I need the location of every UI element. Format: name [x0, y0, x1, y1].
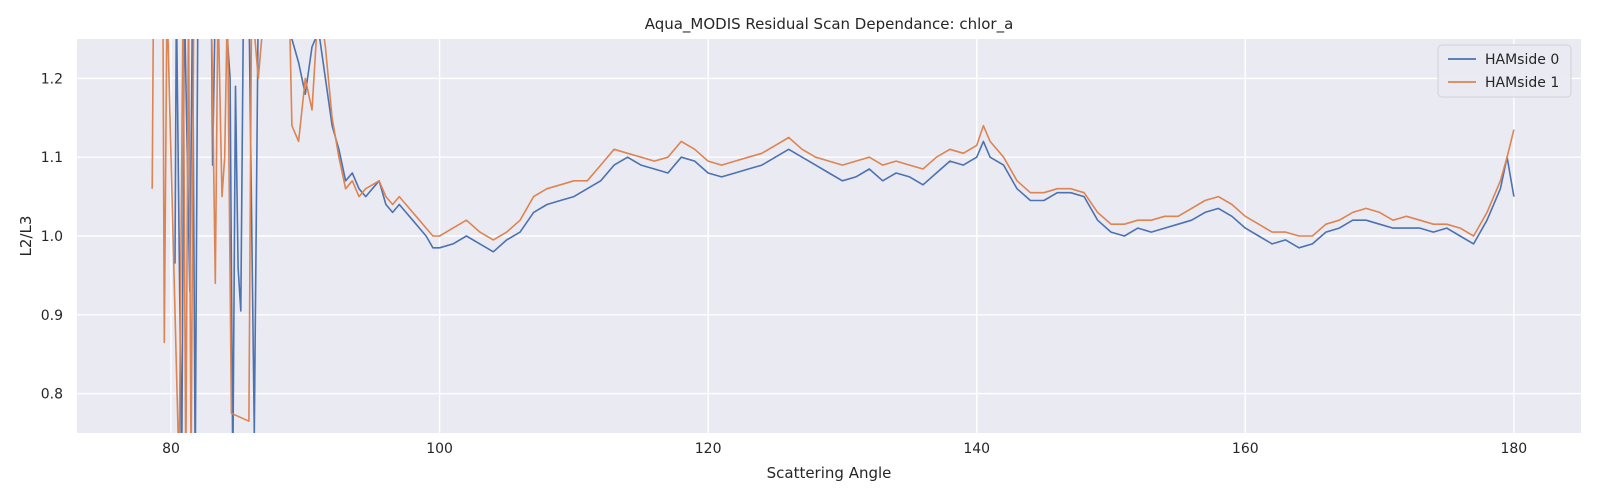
- legend-label-0: HAMside 0: [1485, 52, 1559, 68]
- series-line-1: [151, 39, 1515, 433]
- y-tick-label: 0.8: [41, 387, 63, 403]
- x-tick-label: 120: [695, 441, 722, 457]
- x-tick-label: 160: [1232, 441, 1259, 457]
- x-tick-label: 180: [1500, 441, 1527, 457]
- legend-box: [1437, 44, 1572, 98]
- x-tick-label: 80: [162, 441, 180, 457]
- x-tick-label: 140: [963, 441, 990, 457]
- legend-label-1: HAMside 1: [1485, 75, 1559, 91]
- x-axis-label: Scattering Angle: [767, 464, 892, 482]
- y-tick-label: 1.0: [41, 229, 63, 245]
- y-tick-label: 1.2: [41, 71, 63, 87]
- chart-title: Aqua_MODIS Residual Scan Dependance: chl…: [645, 15, 1014, 34]
- y-ticks: 0.8 0.9 1.0 1.1 1.2: [41, 71, 63, 402]
- y-tick-label: 0.9: [41, 308, 63, 324]
- y-axis-label: L2/L3: [17, 216, 35, 257]
- series-line-0: [174, 39, 1515, 433]
- series-lines: [151, 39, 1515, 433]
- y-tick-label: 1.1: [41, 150, 63, 166]
- x-ticks: 80 100 120 140 160 180: [162, 441, 1527, 457]
- x-tick-label: 100: [426, 441, 453, 457]
- legend: HAMside 0 HAMside 1: [1437, 44, 1572, 98]
